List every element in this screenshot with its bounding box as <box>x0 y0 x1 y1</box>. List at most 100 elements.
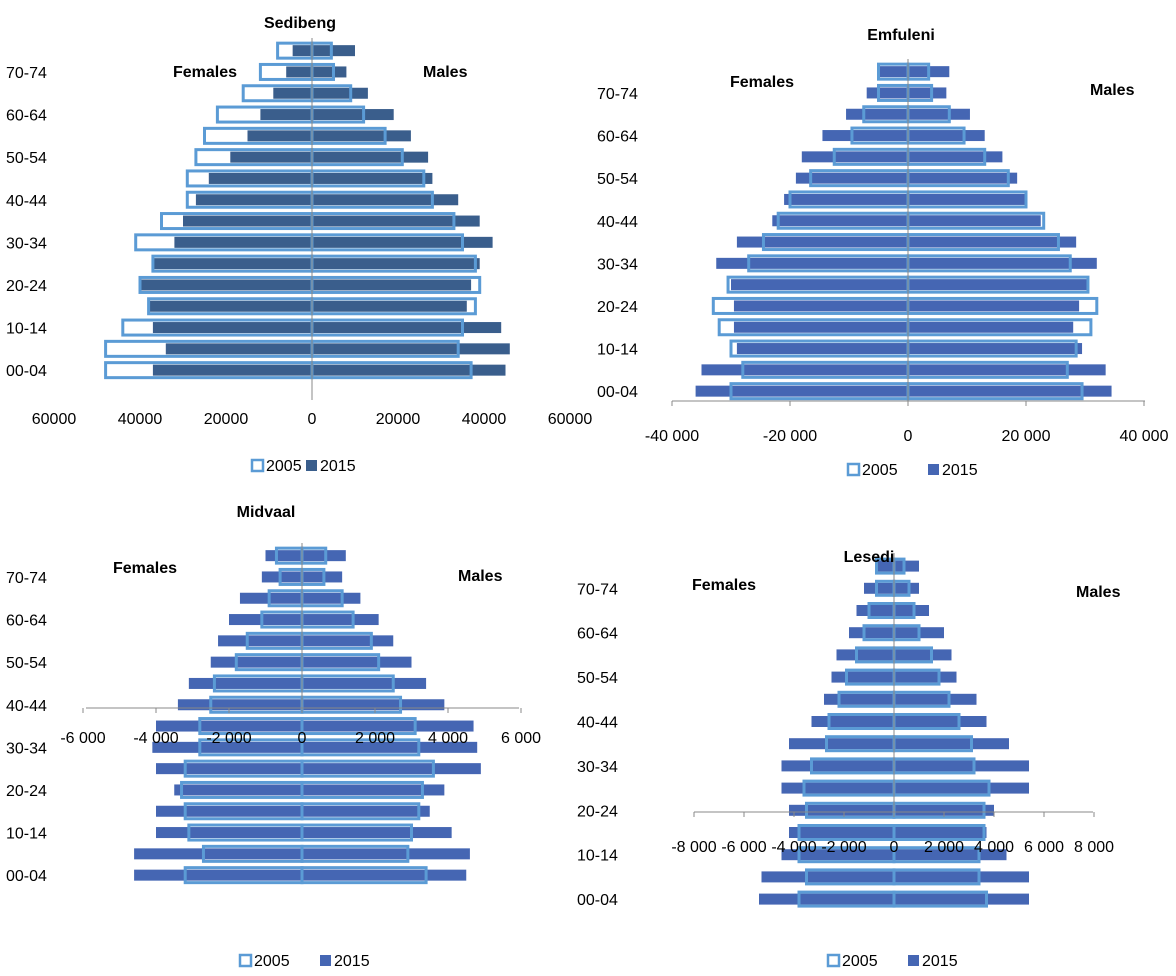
y-tick-label: 30-34 <box>597 256 638 273</box>
x-tick-label: 0 <box>298 730 307 747</box>
bar-2015-female <box>188 677 302 689</box>
bar-2015-female <box>265 550 302 562</box>
bar-2015-female <box>156 805 302 817</box>
x-tick-label: 4 000 <box>428 730 468 747</box>
x-tick-label: 0 <box>890 839 899 856</box>
y-tick-label: 50-54 <box>6 150 47 167</box>
bar-2015-male <box>312 66 347 78</box>
legend-label-2015: 2015 <box>942 462 978 479</box>
bar-2015-male <box>908 279 1088 291</box>
bar-2015-female <box>247 130 312 142</box>
bar-2005-male <box>892 868 981 886</box>
bar-2015-male <box>894 582 919 594</box>
bar-2015-female <box>831 671 894 683</box>
females-label: Females <box>730 74 794 91</box>
y-tick-label: 00-04 <box>577 892 618 909</box>
bar-2015-female <box>866 87 908 99</box>
bar-2015-male <box>302 805 430 817</box>
bar-2015-female <box>134 848 302 860</box>
bar-2015-female <box>152 741 302 753</box>
bar-2015-female <box>789 827 894 838</box>
bar-2015-female <box>736 236 908 248</box>
x-tick-label: -8 000 <box>671 839 716 856</box>
bar-2015-female <box>239 592 302 604</box>
legend-label-2005: 2005 <box>266 458 302 475</box>
bar-2015-female <box>156 763 302 775</box>
bar-2015-male <box>908 215 1041 227</box>
bar-2015-male <box>312 343 510 355</box>
bar-2005-male <box>892 890 988 908</box>
bar-2015-male <box>302 592 361 604</box>
y-tick-label: 50-54 <box>577 670 618 687</box>
bar-2015-female <box>878 66 908 78</box>
bar-2015-male <box>312 236 493 248</box>
x-tick-label: 6 000 <box>501 730 541 747</box>
x-tick-label: -6 000 <box>60 730 105 747</box>
bar-2015-male <box>908 130 985 142</box>
y-tick-label: 10-14 <box>577 848 618 865</box>
bar-2015-male <box>302 784 445 796</box>
x-tick-label: -2 000 <box>206 730 251 747</box>
x-tick-label: -2 000 <box>821 839 866 856</box>
bar-2015-female <box>695 385 908 397</box>
bar-2015-male <box>302 827 452 839</box>
x-tick-label: 20 000 <box>1002 428 1051 445</box>
bar-2015-female <box>140 279 312 291</box>
bar-2015-male <box>312 130 411 142</box>
bar-2015-female <box>210 656 302 668</box>
bar-2015-male <box>908 236 1077 248</box>
y-tick-label: 60-64 <box>577 626 618 643</box>
bar-2015-female <box>701 364 908 376</box>
x-tick-label: 0 <box>904 428 913 445</box>
legend-swatch-2005 <box>250 458 265 473</box>
legend-swatch-2005 <box>826 953 841 968</box>
bar-2015-male <box>894 760 1029 772</box>
legend-swatch-2015 <box>928 464 939 475</box>
y-tick-label: 10-14 <box>6 321 47 338</box>
chart-title: Emfuleni <box>867 27 935 44</box>
y-tick-label: 60-64 <box>6 108 47 125</box>
bar-2015-female <box>716 257 908 269</box>
legend-label-2015: 2015 <box>922 953 958 970</box>
bar-2015-male <box>312 151 429 163</box>
bar-2015-female <box>811 716 894 727</box>
bar-2005-male <box>300 866 428 885</box>
x-tick-label: -4 000 <box>133 730 178 747</box>
bar-2015-male <box>908 108 970 120</box>
y-tick-label: 60-64 <box>6 613 47 630</box>
bar-2015-male <box>908 300 1080 312</box>
y-tick-label: 60-64 <box>597 129 638 146</box>
bar-2015-female <box>736 343 908 355</box>
legend-label-2015: 2015 <box>334 953 370 970</box>
bar-2015-male <box>312 45 355 57</box>
bar-2015-male <box>908 321 1074 333</box>
y-tick-label: 50-54 <box>6 655 47 672</box>
legend-swatch-2015 <box>320 955 331 966</box>
chart-title: Lesedi <box>844 549 895 566</box>
x-tick-label: 20000 <box>376 411 421 428</box>
bar-2015-male <box>894 671 957 683</box>
y-tick-label: 70-74 <box>6 65 47 82</box>
bar-2015-male <box>302 656 412 668</box>
bar-2015-female <box>260 109 312 121</box>
bar-2005-male <box>300 717 417 736</box>
bar-2015-female <box>208 172 312 184</box>
bar-2015-male <box>302 869 467 881</box>
bar-2015-female <box>836 649 894 661</box>
bar-2015-female <box>195 194 312 206</box>
y-tick-label: 70-74 <box>6 570 47 587</box>
legend-label-2015: 2015 <box>320 458 356 475</box>
bar-2015-female <box>229 614 302 626</box>
bar-2015-female <box>789 738 894 750</box>
x-tick-label: -6 000 <box>721 839 766 856</box>
bar-2005-male <box>892 824 986 841</box>
bar-2015-female <box>230 151 312 163</box>
bar-2015-female <box>177 699 302 711</box>
x-tick-label: 4 000 <box>974 839 1014 856</box>
bar-2015-female <box>824 693 894 705</box>
x-tick-label: 40000 <box>462 411 507 428</box>
y-tick-label: 30-34 <box>6 235 47 252</box>
bar-2015-female <box>731 279 908 291</box>
bar-2015-female <box>165 343 312 355</box>
bar-2015-female <box>273 87 312 99</box>
